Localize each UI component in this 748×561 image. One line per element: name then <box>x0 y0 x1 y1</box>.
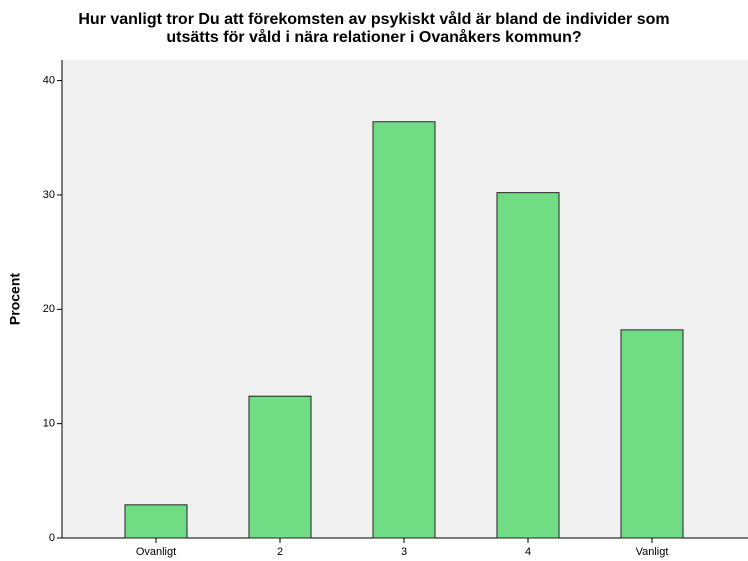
x-tick-label: 4 <box>525 546 531 558</box>
y-tick-label: 40 <box>43 74 55 86</box>
y-axis-label: Procent <box>7 273 23 325</box>
bar <box>620 329 684 539</box>
x-tick-label: Ovanligt <box>136 546 176 558</box>
y-tick-label: 0 <box>49 532 55 544</box>
x-tick-label: 2 <box>277 546 283 558</box>
y-tick-label: 20 <box>43 303 55 315</box>
x-tick-label: Vanligt <box>636 546 669 558</box>
y-tick-label: 30 <box>43 189 55 201</box>
bar <box>372 121 436 539</box>
bar <box>124 504 188 539</box>
y-tick-label: 10 <box>43 418 55 430</box>
bar <box>248 395 312 539</box>
chart-title: Hur vanligt tror Du att förekomsten av p… <box>78 10 669 28</box>
bar <box>496 192 560 539</box>
x-tick-label: 3 <box>401 546 407 558</box>
chart-title: utsätts för våld i nära relationer i Ova… <box>166 28 581 46</box>
